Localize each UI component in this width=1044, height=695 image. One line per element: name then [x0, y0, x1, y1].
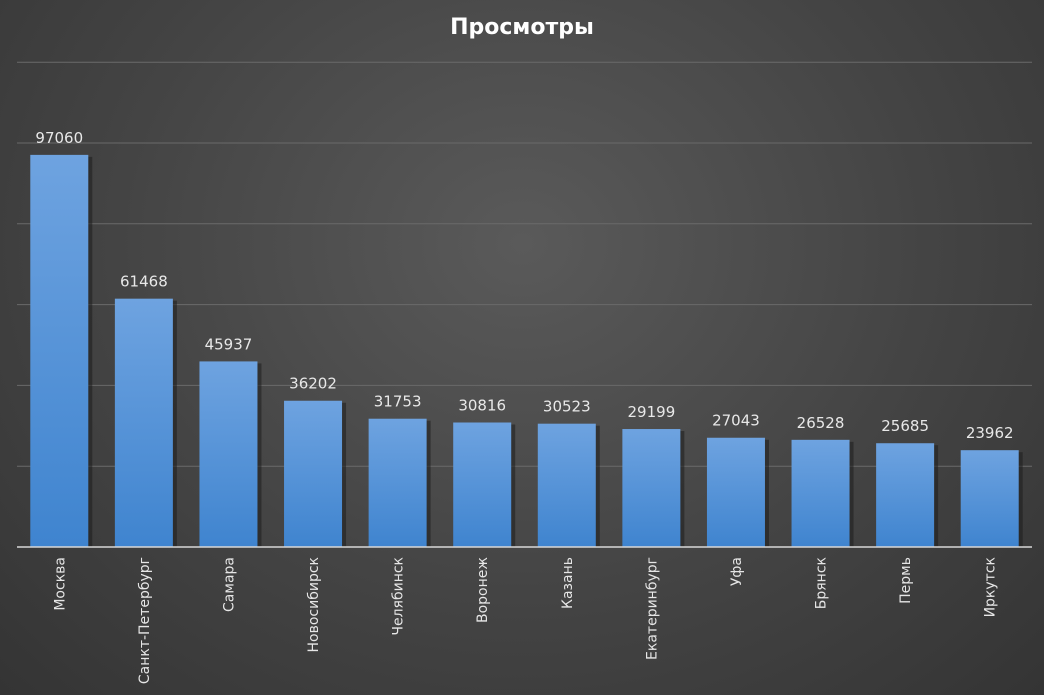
data-label: 31753: [374, 393, 422, 411]
data-label: 30816: [458, 397, 506, 415]
x-tick-label: Челябинск: [391, 557, 407, 636]
data-label: 25685: [881, 417, 929, 435]
bar: [876, 443, 935, 547]
bars: [30, 154, 1023, 547]
bar: [791, 439, 850, 547]
x-tick-label: Воронеж: [475, 557, 491, 623]
x-tick-label: Санкт-Петербург: [137, 557, 153, 684]
x-tick-label: Уфа: [729, 557, 745, 586]
data-labels: 97060 61468 45937 36202 31753 30816 30523 29199…: [35, 129, 1013, 442]
bar: [960, 450, 1019, 547]
x-tick-label: Самара: [221, 557, 237, 612]
x-tick-label: Брянск: [814, 557, 830, 609]
bar: [537, 423, 596, 547]
data-label: 29199: [628, 403, 676, 421]
x-tick-labels: Москва Санкт-Петербург Самара Новосибирск Че…: [52, 557, 998, 685]
chart-title: Просмотры: [450, 15, 594, 40]
data-label: 36202: [289, 375, 337, 393]
bar: [453, 422, 512, 547]
x-tick-label: Пермь: [898, 557, 914, 604]
bar: [706, 437, 765, 547]
data-label: 30523: [543, 398, 591, 416]
gridlines: [17, 61, 1032, 467]
x-tick-label: Иркутск: [983, 557, 999, 617]
data-label: 26528: [797, 414, 845, 432]
data-label: 27043: [712, 412, 760, 430]
x-tick-label: Екатеринбург: [644, 557, 660, 660]
bar: [284, 400, 343, 547]
bar: [30, 154, 89, 547]
bar: [199, 361, 258, 547]
x-tick-label: Казань: [560, 557, 576, 609]
data-label: 23962: [966, 424, 1014, 442]
x-tick-label: Новосибирск: [306, 557, 322, 652]
bar: [368, 418, 427, 547]
bar: [114, 298, 173, 547]
x-tick-label: Москва: [52, 557, 68, 611]
data-label: 61468: [120, 273, 168, 291]
bar: [622, 429, 681, 547]
data-label: 45937: [205, 335, 253, 353]
data-label: 97060: [35, 129, 83, 147]
